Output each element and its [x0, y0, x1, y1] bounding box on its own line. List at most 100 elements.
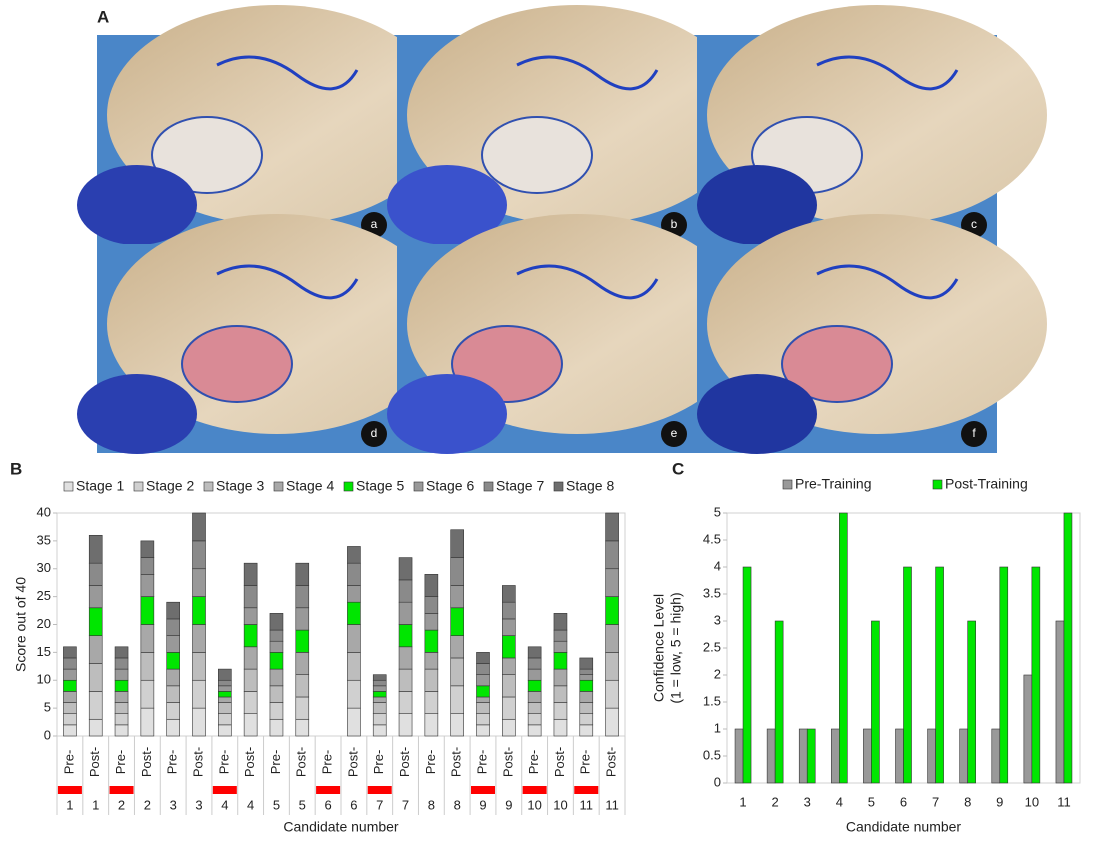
bar-segment [218, 679, 232, 687]
y-tick-label: 15 [37, 644, 51, 659]
bar-segment [605, 512, 619, 542]
bar-segment [192, 707, 206, 737]
y-tick-label: 35 [37, 532, 51, 547]
bar-segment [347, 679, 361, 709]
photo-glove [697, 165, 817, 245]
legend-label: Stage 8 [566, 478, 614, 494]
bar-segment [502, 718, 516, 737]
bar-segment [218, 713, 232, 726]
legend-swatch [932, 479, 943, 490]
bar-segment [553, 702, 568, 720]
bar-segment [424, 652, 439, 670]
bar-segment [502, 657, 516, 675]
x-tick-label: Post- [345, 747, 360, 777]
bar-segment [398, 624, 413, 648]
bar [991, 728, 1001, 784]
x-tick-label: 4 [836, 794, 843, 809]
bar-segment [295, 562, 310, 586]
bar [863, 728, 872, 784]
photo-marking [516, 55, 659, 91]
bar-segment [502, 601, 516, 620]
bar-segment [553, 613, 568, 631]
bar-segment [579, 679, 594, 692]
photo-label: e [671, 426, 678, 440]
x-group-label: 6 [324, 797, 331, 812]
bar-segment [372, 724, 387, 737]
bar-segment [140, 540, 155, 558]
photo-label: f [972, 426, 976, 440]
bar-segment [553, 640, 568, 653]
bar-segment [527, 646, 542, 659]
bar-segment [579, 668, 594, 675]
x-tick-label: Post- [552, 747, 567, 777]
photo-wound [151, 116, 263, 194]
bar-segment [476, 685, 490, 698]
x-tick-label: Pre- [526, 750, 541, 775]
bar-segment [450, 529, 464, 558]
bar-segment [579, 713, 594, 726]
photo-wound [781, 325, 893, 403]
bar-segment [295, 585, 310, 609]
bar-segment [295, 629, 310, 653]
bar-segment [476, 696, 490, 703]
photo-glove [387, 165, 507, 245]
bar-segment [114, 646, 129, 659]
bar [831, 728, 840, 784]
y-tick-label: 0 [714, 774, 721, 789]
bar-segment [424, 629, 439, 653]
bar-segment [63, 679, 77, 692]
bar-segment [166, 618, 180, 636]
bar-segment [553, 718, 568, 737]
x-tick-label: Post- [294, 747, 309, 777]
legend-swatch [63, 481, 74, 492]
bar [967, 620, 976, 784]
y-axis-title: Score out of 40 [13, 577, 29, 672]
bar-segment [140, 557, 155, 575]
bar-segment [140, 574, 155, 597]
x-tick-label: 8 [964, 794, 971, 809]
highlight-marker [522, 786, 547, 794]
photo-marking [816, 264, 959, 300]
bar-segment [527, 679, 542, 692]
bar-segment [166, 668, 180, 687]
bar-segment [553, 629, 568, 642]
x-group-label: 2 [144, 797, 151, 812]
x-group-label: 4 [247, 797, 254, 812]
bar-segment [192, 679, 206, 709]
bar-segment [218, 696, 232, 703]
legend-label: Stage 7 [496, 478, 544, 494]
bar-segment [476, 724, 490, 737]
bar-segment [398, 713, 413, 737]
bar-segment [450, 635, 464, 659]
y-tick-label: 30 [37, 560, 51, 575]
photo-glove [697, 374, 817, 454]
bar-segment [476, 663, 490, 675]
legend-label: Post-Training [945, 476, 1028, 492]
x-axis-title: Candidate number [283, 819, 399, 835]
bar [927, 728, 936, 784]
highlight-marker [212, 786, 237, 794]
bar-segment [372, 702, 387, 714]
bar-segment [295, 674, 310, 698]
y-tick-label: 5 [44, 700, 51, 715]
x-group-label: 8 [428, 797, 435, 812]
bar-segment [88, 635, 103, 664]
x-tick-label: 6 [900, 794, 907, 809]
bar-segment [218, 702, 232, 714]
bar-segment [579, 657, 594, 670]
bar-segment [63, 713, 77, 726]
y-tick-label: 20 [37, 616, 51, 631]
bar-segment [527, 724, 542, 737]
x-axis-title: Candidate number [846, 819, 962, 835]
x-group-label: 5 [273, 797, 280, 812]
bar-segment [88, 718, 103, 737]
photo-marking [216, 264, 359, 300]
bar-segment [347, 707, 361, 737]
bar-segment [424, 691, 439, 715]
bar-segment [243, 646, 258, 670]
bar-segment [502, 696, 516, 720]
x-tick-label: 5 [868, 794, 875, 809]
bar [871, 620, 880, 784]
highlight-marker [57, 786, 82, 794]
